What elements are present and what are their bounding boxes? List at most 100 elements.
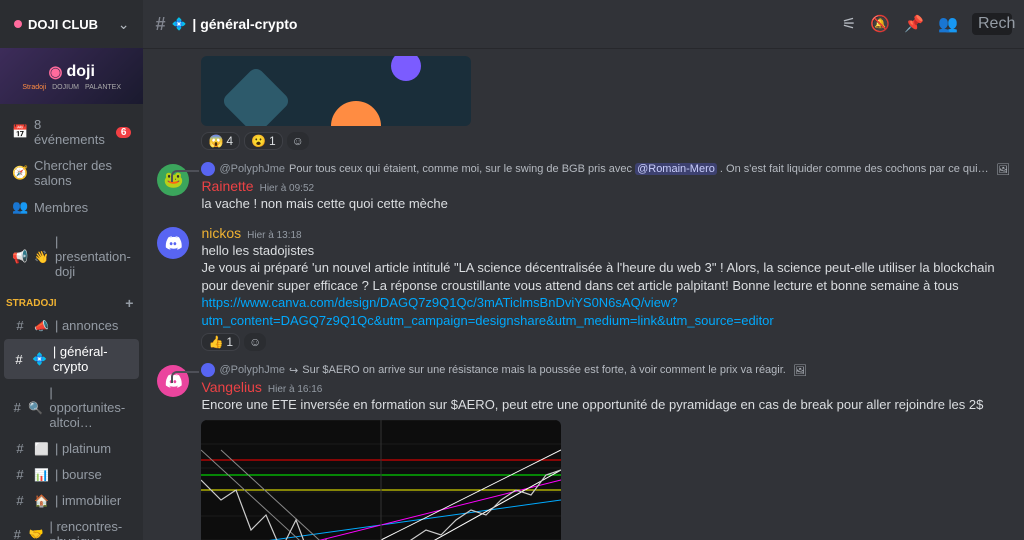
add-reaction-button[interactable]: ☺ <box>287 132 309 150</box>
channel-emoji-icon: 👋 <box>34 250 49 264</box>
channel-item[interactable]: # 🤝 | rencontres-physique <box>4 514 139 540</box>
reply-preview: Pour tous ceux qui étaient, comme moi, s… <box>289 163 989 175</box>
channel-label: | général-crypto <box>53 344 132 374</box>
channel-emoji-icon: 📣 <box>34 319 49 333</box>
channel-name: | général-crypto <box>192 16 297 32</box>
main-area: # 💠 | général-crypto ⚟ 🔕 📌 👥 Rech 😱4😮1☺🐸… <box>143 0 1024 540</box>
hash-icon: # <box>12 318 28 333</box>
channel-label: | opportunites-altcoi… <box>49 385 131 430</box>
forward-icon: ↪ <box>289 364 298 377</box>
members-label: Membres <box>34 200 88 215</box>
channel-label: | rencontres-physique <box>49 519 131 540</box>
server-banner[interactable]: doji Stradoji DOJIUM PALANTEX <box>0 48 143 104</box>
avatar[interactable] <box>157 227 189 259</box>
message: nickos Hier à 13:18hello les stadojistesJ… <box>157 225 1010 352</box>
memberlist-icon[interactable]: 👥 <box>938 14 958 34</box>
channel-label: | annonces <box>55 318 118 333</box>
channel-emoji-icon: 📊 <box>34 468 49 482</box>
reply-avatar-icon <box>201 363 215 377</box>
reply-preview: Sur $AERO on arrive sur une résistance m… <box>302 364 786 376</box>
hash-icon: # <box>12 400 22 415</box>
message: 😱4😮1☺ <box>157 56 1010 150</box>
hash-icon: # <box>12 493 28 508</box>
hash-icon: # <box>12 467 28 482</box>
chat-header: # 💠 | général-crypto ⚟ 🔕 📌 👥 Rech <box>143 0 1024 48</box>
channel-emoji-icon: 💠 <box>171 17 186 31</box>
image-icon: 🖼 <box>793 364 807 377</box>
message-text: Je vous ai préparé 'un nouvel article in… <box>201 259 1010 329</box>
message: @PolyphJme ↪ Sur $AERO on arrive sur une r… <box>157 363 1010 540</box>
mention[interactable]: @Romain-Mero <box>635 163 717 175</box>
channel-item[interactable]: # 🏠 | immobilier <box>4 488 139 513</box>
reaction-emoji-icon: 😮 <box>251 134 266 148</box>
browse-item[interactable]: 🧭 Chercher des salons <box>4 153 139 193</box>
channel-item[interactable]: #🔍| opportunites-altcoi… <box>4 380 139 435</box>
category-stradoji[interactable]: STRADOJI+ <box>4 285 139 313</box>
channel-emoji-icon: 🤝 <box>29 527 44 540</box>
chart-attachment[interactable]: JanFebMarAprMayJunJul <box>201 420 561 540</box>
pin-icon[interactable]: 📌 <box>904 14 924 34</box>
image-attachment[interactable] <box>201 56 471 126</box>
hash-icon: # <box>12 527 23 540</box>
channel-list: 📅 8 événements 6 🧭 Chercher des salons 👥… <box>0 104 143 540</box>
threads-icon[interactable]: ⚟ <box>842 14 856 34</box>
channel-label: | platinum <box>55 441 111 456</box>
server-name: DOJI CLUB <box>14 17 98 32</box>
timestamp: Hier à 09:52 <box>260 183 314 194</box>
message-text: Encore une ETE inversée en formation sur… <box>201 396 1010 414</box>
reply-username: @PolyphJme <box>219 163 285 175</box>
channel-item[interactable]: # 💠 | général-crypto <box>4 339 139 379</box>
notifications-icon[interactable]: 🔕 <box>870 14 890 34</box>
username[interactable]: Vangelius <box>201 379 261 395</box>
banner-logo: doji <box>49 62 95 82</box>
server-sidebar: DOJI CLUB ⌄ doji Stradoji DOJIUM PALANTE… <box>0 0 143 540</box>
username[interactable]: nickos <box>201 225 241 241</box>
message-text: la vache ! non mais cette quoi cette mèc… <box>201 195 1010 213</box>
channel-title: # 💠 | général-crypto <box>155 14 297 35</box>
chevron-down-icon: ⌄ <box>118 16 130 33</box>
search-input[interactable]: Rech <box>972 13 1012 35</box>
channel-label: | bourse <box>55 467 102 482</box>
server-header[interactable]: DOJI CLUB ⌄ <box>0 0 143 48</box>
reply-username: @PolyphJme <box>219 364 285 376</box>
events-badge: 6 <box>116 127 132 138</box>
reaction-count: 4 <box>226 134 233 148</box>
reaction-emoji-icon: 👍 <box>208 335 223 349</box>
add-reaction-button[interactable]: ☺ <box>244 333 266 351</box>
reply-reference[interactable]: @PolyphJme ↪ Sur $AERO on arrive sur une r… <box>157 363 1010 377</box>
reaction-emoji-icon: 😱 <box>208 134 223 148</box>
channel-item[interactable]: # 📣 | annonces <box>4 313 139 338</box>
browse-label: Chercher des salons <box>34 158 131 188</box>
reply-reference[interactable]: @PolyphJme Pour tous ceux qui étaient, co… <box>157 162 1010 176</box>
reactions: 👍1☺ <box>201 333 1010 351</box>
events-item[interactable]: 📅 8 événements 6 <box>4 112 139 152</box>
channel-item[interactable]: # 📊 | bourse <box>4 462 139 487</box>
events-label: 8 événements <box>34 117 110 147</box>
plus-icon[interactable]: + <box>125 295 133 311</box>
banner-sublogos: Stradoji DOJIUM PALANTEX <box>22 84 121 91</box>
reaction[interactable]: 👍1 <box>201 333 240 351</box>
reaction[interactable]: 😮1 <box>244 132 283 150</box>
hash-icon: 📢 <box>12 249 28 265</box>
channel-item[interactable]: #⬜| platinum <box>4 436 139 461</box>
reactions: 😱4😮1☺ <box>201 132 1010 150</box>
channel-emoji-icon: 🏠 <box>34 494 49 508</box>
calendar-icon: 📅 <box>12 124 28 140</box>
username[interactable]: Rainette <box>201 178 253 194</box>
link[interactable]: https://www.canva.com/design/DAGQ7z9Q1Qc… <box>201 295 773 328</box>
hash-icon: # <box>12 352 26 367</box>
header-toolbar: ⚟ 🔕 📌 👥 Rech <box>842 13 1012 35</box>
reaction[interactable]: 😱4 <box>201 132 240 150</box>
channel-emoji-icon: 💠 <box>32 352 47 366</box>
members-icon: 👥 <box>12 199 28 215</box>
channel-item[interactable]: 📢👋| presentation-doji <box>4 229 139 284</box>
timestamp: Hier à 13:18 <box>247 230 301 241</box>
timestamp: Hier à 16:16 <box>268 384 322 395</box>
message: 🐸@PolyphJmePour tous ceux qui étaient, c… <box>157 162 1010 213</box>
message-text: hello les stadojistes <box>201 242 1010 260</box>
members-item[interactable]: 👥 Membres <box>4 194 139 220</box>
channel-label: | immobilier <box>55 493 121 508</box>
message-list: 😱4😮1☺🐸@PolyphJmePour tous ceux qui étaie… <box>143 48 1024 540</box>
reaction-count: 1 <box>269 134 276 148</box>
hash-icon: # <box>155 14 165 35</box>
